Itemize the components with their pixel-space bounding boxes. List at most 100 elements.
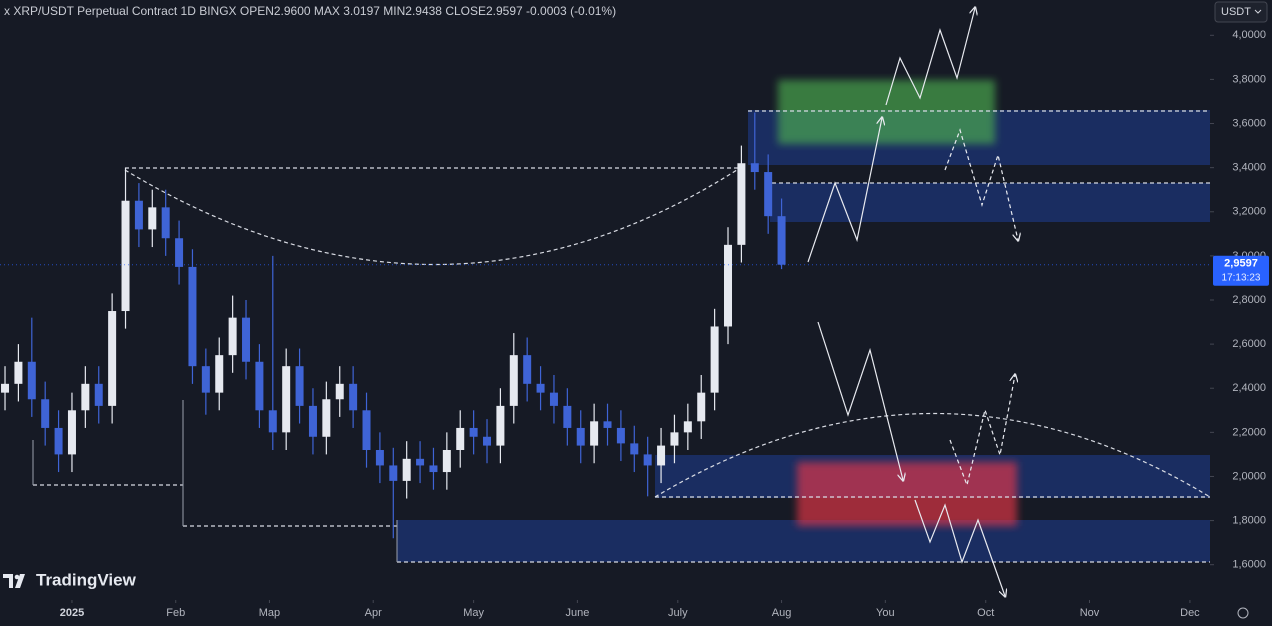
candle-body bbox=[362, 410, 371, 450]
y-tick-label: 1,8000 bbox=[1232, 514, 1266, 526]
y-tick-label: 2,0000 bbox=[1232, 470, 1266, 482]
candle-body bbox=[335, 383, 344, 400]
x-tick-label: July bbox=[668, 607, 688, 619]
arc bbox=[654, 413, 1211, 498]
candle-body bbox=[536, 383, 545, 393]
y-tick-label: 3,2000 bbox=[1232, 206, 1266, 218]
x-tick-label: June bbox=[565, 607, 589, 619]
candle-body bbox=[697, 392, 706, 422]
candle-body bbox=[469, 427, 478, 437]
logo-icon bbox=[14, 574, 20, 580]
candle-body bbox=[603, 421, 612, 428]
candle-body bbox=[777, 216, 786, 265]
candles bbox=[1, 112, 786, 539]
last-price-label: 2,9597 bbox=[1224, 258, 1258, 270]
candle-body bbox=[483, 436, 492, 446]
candle-body bbox=[657, 445, 666, 466]
x-tick-label: Feb bbox=[166, 607, 185, 619]
candle-body bbox=[429, 465, 438, 473]
candle-body bbox=[1, 383, 10, 393]
y-tick-label: 3,8000 bbox=[1232, 73, 1266, 85]
projection-arrow bbox=[807, 118, 882, 263]
countdown: 17:13:23 bbox=[1222, 272, 1261, 283]
projection-arrow bbox=[944, 128, 1018, 240]
candle-body bbox=[590, 421, 599, 446]
candle-body bbox=[643, 454, 652, 466]
candle-body bbox=[576, 427, 585, 446]
candle-body bbox=[41, 399, 50, 428]
time-axis bbox=[0, 600, 1210, 626]
candle-body bbox=[630, 443, 639, 455]
x-tick-label: Map bbox=[259, 607, 280, 619]
dropdown-icon[interactable] bbox=[1254, 9, 1262, 14]
candle-body bbox=[456, 427, 465, 450]
candle-body bbox=[509, 355, 518, 406]
candle-body bbox=[670, 432, 679, 446]
zone bbox=[397, 520, 1210, 562]
candle-body bbox=[402, 458, 411, 481]
candle-body bbox=[442, 450, 451, 473]
candle-body bbox=[523, 355, 532, 384]
price-axis bbox=[1210, 0, 1272, 626]
projection-arrow bbox=[885, 8, 975, 106]
candle-body bbox=[27, 361, 36, 400]
candle-body bbox=[67, 410, 76, 455]
currency-label[interactable]: USDT bbox=[1221, 6, 1251, 18]
y-tick-label: 3,4000 bbox=[1232, 162, 1266, 174]
candle-body bbox=[683, 421, 692, 433]
y-tick-label: 2,6000 bbox=[1232, 338, 1266, 350]
x-tick-label: Apr bbox=[365, 607, 382, 619]
x-tick-label: 2025 bbox=[60, 607, 84, 619]
candle-body bbox=[161, 207, 170, 239]
candle-body bbox=[255, 361, 264, 411]
candle-body bbox=[295, 366, 304, 406]
candle-body bbox=[242, 317, 251, 362]
y-tick-label: 2,2000 bbox=[1232, 426, 1266, 438]
x-tick-label: May bbox=[463, 607, 484, 619]
candle-body bbox=[188, 266, 197, 367]
candle-body bbox=[322, 399, 331, 437]
y-tick-label: 2,4000 bbox=[1232, 382, 1266, 394]
candle-body bbox=[282, 366, 291, 433]
candle-body bbox=[389, 465, 398, 481]
candle-body bbox=[54, 427, 63, 455]
candle-body bbox=[268, 410, 277, 433]
candle-body bbox=[94, 383, 103, 406]
candle-body bbox=[563, 405, 572, 428]
x-tick-label: You bbox=[876, 607, 895, 619]
projection-arrow bbox=[914, 499, 1005, 596]
last-price-badge bbox=[1213, 255, 1269, 286]
candle-body bbox=[375, 450, 384, 466]
drawings bbox=[32, 8, 1211, 596]
x-tick-label: Dec bbox=[1180, 607, 1200, 619]
candle-body bbox=[175, 238, 184, 267]
axes: 1,6000 1,8000 2,0000 2,2000 2,4000 2,6000 2,80… bbox=[0, 29, 1269, 619]
candle-body bbox=[737, 163, 746, 245]
y-tick-label: 2,8000 bbox=[1232, 294, 1266, 306]
candle-body bbox=[148, 207, 157, 230]
candle-body bbox=[134, 200, 143, 230]
logo: TradingView bbox=[3, 570, 137, 589]
currency-button[interactable] bbox=[1214, 1, 1268, 23]
x-tick-label: Aug bbox=[772, 607, 792, 619]
candle-body bbox=[349, 383, 358, 411]
candle-body bbox=[750, 163, 759, 173]
candle-body bbox=[228, 317, 237, 356]
candle-body bbox=[764, 172, 773, 217]
candle-body bbox=[416, 458, 425, 466]
settings-icon[interactable] bbox=[1237, 607, 1249, 619]
x-tick-label: Nov bbox=[1080, 607, 1100, 619]
logo-text: TradingView bbox=[36, 570, 137, 589]
candle-body bbox=[81, 383, 90, 411]
y-tick-label: 4,0000 bbox=[1232, 29, 1266, 41]
projection-arrow bbox=[949, 375, 1015, 488]
candle-body bbox=[121, 200, 130, 312]
x-tick-label: Oct bbox=[977, 607, 994, 619]
target-zone bbox=[778, 80, 995, 144]
candle-body bbox=[549, 392, 558, 406]
candle-body bbox=[710, 326, 719, 393]
symbol-header: x XRP/USDT Perpetual Contract 1D BINGX O… bbox=[4, 4, 616, 18]
y-tick-label: 1,6000 bbox=[1232, 559, 1266, 571]
